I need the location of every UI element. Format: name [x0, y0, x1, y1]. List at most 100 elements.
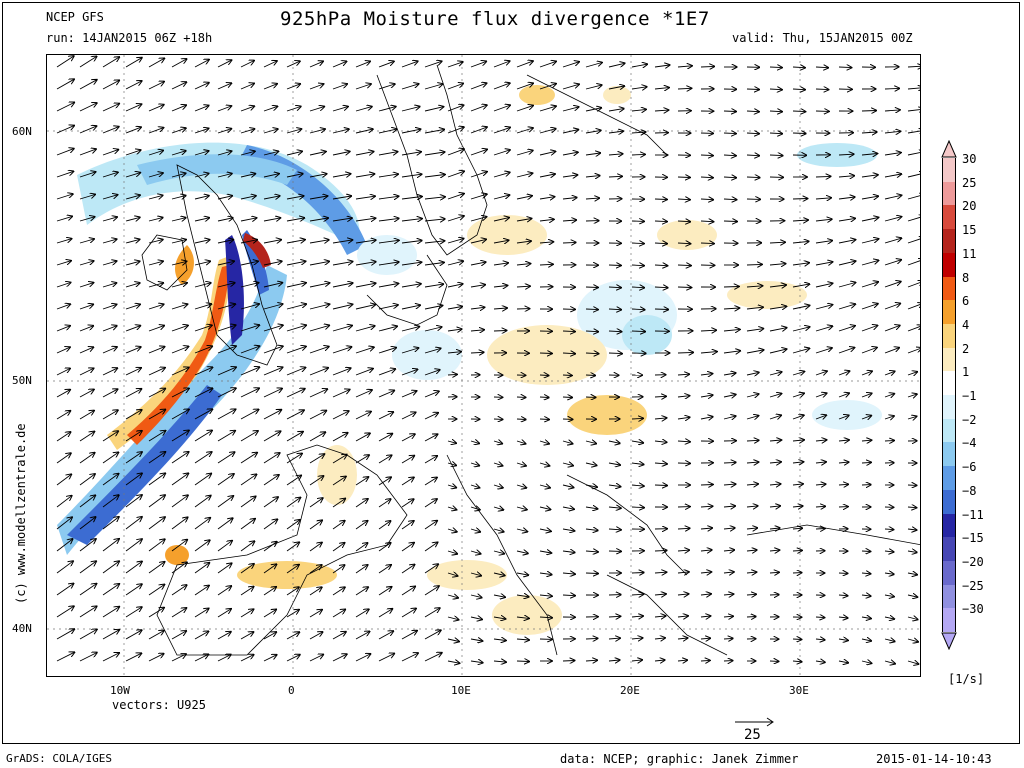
wind-vector [838, 595, 848, 596]
wind-vector [79, 217, 95, 222]
wind-vector [792, 550, 802, 551]
wind-vector [792, 199, 807, 200]
wind-vector [286, 520, 300, 530]
wind-vector [585, 108, 601, 111]
wind-vector [539, 174, 555, 177]
wind-vector [378, 412, 393, 420]
wind-vector [286, 304, 306, 310]
wind-vector [217, 174, 232, 177]
wind-vector [562, 573, 575, 574]
wind-vector [585, 153, 600, 155]
wind-vector [125, 630, 142, 640]
wind-vector [102, 410, 118, 420]
wind-vector [424, 564, 438, 574]
wind-vector [769, 242, 785, 243]
wind-vector [401, 521, 414, 530]
wind-vector [585, 85, 602, 90]
wind-vector [539, 397, 549, 398]
wind-vector [516, 529, 527, 532]
wind-vector [539, 264, 553, 265]
wind-vector [217, 346, 236, 354]
wind-vector [286, 389, 305, 398]
wind-vector [194, 452, 212, 464]
wind-vector [769, 306, 786, 309]
wind-vector [401, 434, 415, 442]
wind-vector [700, 528, 712, 529]
colorbar-label: −8 [962, 483, 977, 498]
wind-vector [585, 331, 598, 332]
wind-vector [884, 529, 893, 530]
wind-vector [838, 154, 854, 155]
wind-vector [125, 283, 140, 288]
wind-vector [56, 539, 73, 552]
wind-vector [470, 217, 486, 222]
wind-vector [493, 331, 507, 332]
wind-vector [516, 573, 528, 575]
wind-vector [654, 265, 667, 266]
wind-vector [723, 351, 740, 353]
wind-vector [608, 507, 621, 508]
wind-vector [677, 88, 691, 89]
wind-vector [677, 177, 690, 178]
wind-vector [378, 499, 391, 508]
wind-vector [861, 260, 878, 266]
wind-vector [792, 661, 802, 662]
wind-vector [677, 417, 690, 419]
wind-vector [838, 617, 848, 618]
wind-vector [562, 198, 577, 200]
wind-vector [907, 260, 920, 266]
wind-vector [148, 218, 163, 221]
wind-vector [907, 617, 918, 620]
wind-vector [240, 367, 259, 376]
wind-vector [700, 199, 713, 200]
colorbar-swatch [942, 466, 956, 491]
wind-vector [309, 587, 322, 596]
wind-vector [447, 485, 456, 488]
wind-vector [286, 151, 302, 155]
wind-vector [355, 240, 376, 243]
wind-vector [677, 221, 690, 222]
wind-vector [102, 326, 117, 332]
wind-vector [355, 347, 374, 354]
lon-label-0: 0 [288, 684, 295, 697]
wind-vector [56, 474, 71, 486]
wind-vector [516, 286, 530, 287]
wind-vector [56, 326, 70, 332]
wind-vector [56, 453, 71, 464]
wind-vector [677, 528, 690, 529]
wind-vector [240, 325, 259, 332]
wind-vector [608, 309, 621, 310]
wind-vector [700, 177, 713, 178]
wind-vector [263, 174, 279, 177]
wind-vector [56, 411, 70, 420]
wind-vector [424, 219, 445, 221]
wind-vector [332, 543, 345, 552]
wind-vector [286, 655, 300, 662]
wind-vector [907, 661, 918, 664]
wind-vector [677, 441, 690, 442]
wind-vector [401, 456, 414, 464]
wind-vector [608, 131, 623, 133]
wind-vector [424, 542, 438, 552]
wind-vector [240, 106, 254, 112]
wind-vector [286, 368, 305, 376]
wind-vector [401, 174, 422, 177]
wind-vector [447, 463, 456, 465]
wind-vector [355, 477, 368, 486]
wind-vector [355, 129, 373, 134]
wind-vector [746, 372, 759, 375]
wind-vector [815, 415, 826, 419]
wind-vector [286, 107, 301, 112]
wind-vector [447, 261, 463, 266]
wind-vector [585, 507, 597, 509]
wind-vector [815, 371, 827, 375]
wind-vector [171, 540, 187, 552]
wind-vector [907, 348, 920, 354]
wind-vector [447, 573, 458, 576]
wind-vector [79, 495, 95, 508]
wind-vector [723, 506, 735, 507]
wind-vector [56, 194, 73, 200]
wind-vector [861, 573, 871, 574]
wind-vector [884, 551, 894, 552]
wind-vector [401, 84, 419, 90]
